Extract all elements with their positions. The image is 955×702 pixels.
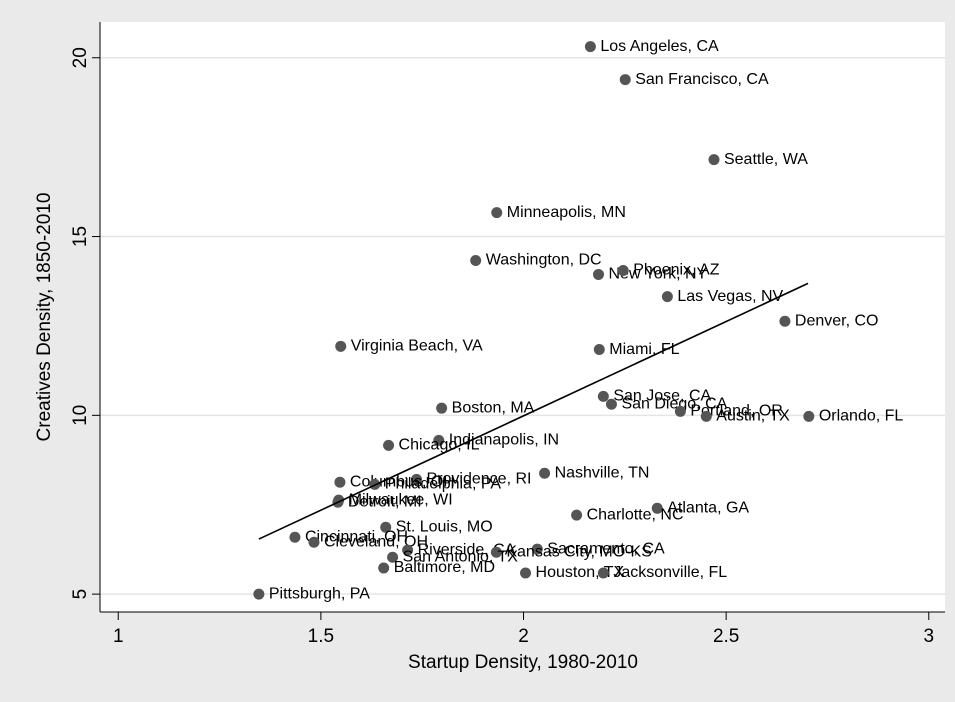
point	[490, 546, 502, 558]
point-label: Jacksonville, FL	[613, 564, 727, 581]
point-label: Houston, TX	[536, 564, 625, 581]
point	[592, 268, 604, 280]
point-label: Atlanta, GA	[667, 500, 749, 517]
point-label: New York, NY	[608, 266, 707, 283]
point	[674, 405, 686, 417]
point-label: Seattle, WA	[724, 151, 808, 168]
point-label: Nashville, TN	[555, 464, 650, 481]
x-axis-title: Startup Density, 1980-2010	[408, 652, 638, 673]
point	[708, 154, 720, 166]
point-label: Minneapolis, MN	[507, 204, 626, 221]
point	[253, 588, 265, 600]
point	[520, 567, 532, 579]
y-tick-label: 15	[70, 226, 91, 247]
point	[539, 467, 551, 479]
point-label: Sacramento, CA	[547, 540, 665, 557]
point	[593, 344, 605, 356]
point-label: Chicago, IL	[399, 437, 480, 454]
plot-area	[100, 22, 945, 612]
point	[584, 41, 596, 53]
point-label: Phoenix, AZ	[633, 262, 720, 279]
point-label: Detroit, MI	[348, 493, 422, 510]
point-label: San Diego, CA	[621, 395, 727, 412]
point	[411, 473, 423, 485]
x-tick-label: 1	[113, 626, 124, 647]
point	[491, 207, 503, 219]
point	[803, 410, 815, 422]
point	[334, 476, 346, 488]
point	[531, 543, 543, 555]
fit-line	[258, 282, 809, 540]
point	[402, 544, 414, 556]
x-tick-label: 3	[923, 626, 934, 647]
point	[380, 521, 392, 533]
point	[617, 265, 629, 277]
y-tick-label: 10	[70, 405, 91, 426]
point	[597, 390, 609, 402]
point-label: St. Louis, MO	[396, 518, 493, 535]
point-label: Washington, DC	[486, 252, 602, 269]
y-tick-label: 5	[70, 589, 91, 600]
point-label: Orlando, FL	[819, 408, 904, 425]
point	[661, 291, 673, 303]
y-axis-title: Creatives Density, 1850-2010	[34, 193, 55, 442]
point	[378, 562, 390, 574]
point-label: San Francisco, CA	[635, 71, 769, 88]
point-label: San Antonio, TX	[403, 549, 519, 566]
point	[387, 551, 399, 563]
point-label: Boston, MA	[452, 399, 535, 416]
point	[651, 502, 663, 514]
y-tick-label: 20	[70, 47, 91, 68]
x-tick-label: 1.5	[308, 626, 334, 647]
point	[335, 340, 347, 352]
point	[433, 434, 445, 446]
point	[436, 402, 448, 414]
point	[289, 531, 301, 543]
point	[470, 255, 482, 267]
point-label: Philadelphia, PA	[385, 476, 502, 493]
point	[605, 398, 617, 410]
point	[700, 410, 712, 422]
point-label: Los Angeles, CA	[600, 38, 719, 55]
point-label: Miami, FL	[609, 341, 679, 358]
point-label: Portland, OR	[690, 403, 782, 420]
x-tick-label: 2	[518, 626, 529, 647]
point	[619, 74, 631, 86]
point	[597, 567, 609, 579]
point-label: Milwaukee, WI	[349, 491, 453, 508]
point-label: Denver, CO	[795, 313, 879, 330]
point-label: Charlotte, NC	[587, 506, 684, 523]
point-label: Pittsburgh, PA	[269, 585, 370, 602]
point-label: San Jose, CA	[613, 388, 711, 405]
point-label: Cleveland, OH	[324, 533, 428, 550]
point	[571, 509, 583, 521]
point-label: Austin, TX	[716, 408, 790, 425]
point-label: Cincinnati, OH	[305, 528, 408, 545]
point-label: Baltimore, MD	[394, 559, 495, 576]
point-label: Providence, RI	[427, 471, 532, 488]
point	[779, 315, 791, 327]
point-label: Virginia Beach, VA	[351, 338, 483, 355]
point-label: Las Vegas, NV	[677, 288, 783, 305]
point	[383, 439, 395, 451]
point-label: Indianapolis, IN	[449, 432, 559, 449]
point-label: Kansas City, MO-KS	[506, 544, 652, 561]
x-tick-label: 2.5	[713, 626, 739, 647]
point	[308, 536, 320, 548]
